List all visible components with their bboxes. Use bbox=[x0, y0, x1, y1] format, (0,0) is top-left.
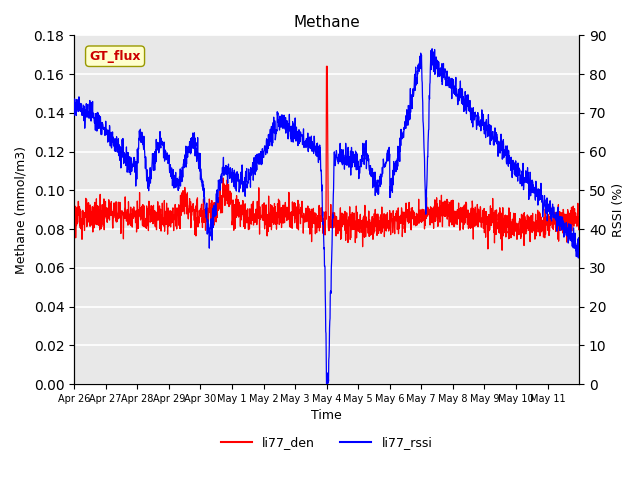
Y-axis label: RSSI (%): RSSI (%) bbox=[612, 182, 625, 237]
Title: Methane: Methane bbox=[293, 15, 360, 30]
Legend: li77_den, li77_rssi: li77_den, li77_rssi bbox=[216, 432, 437, 455]
X-axis label: Time: Time bbox=[311, 409, 342, 422]
Y-axis label: Methane (mmol/m3): Methane (mmol/m3) bbox=[15, 145, 28, 274]
Text: GT_flux: GT_flux bbox=[90, 50, 141, 63]
